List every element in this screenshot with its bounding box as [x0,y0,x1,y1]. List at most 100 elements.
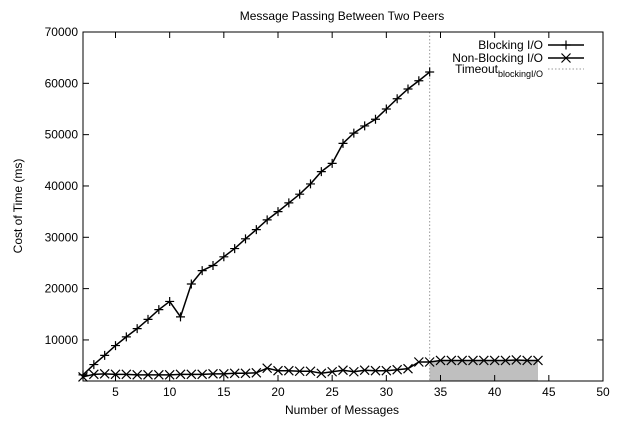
data-point-blocking-i-o [414,76,424,86]
legend-label-non-blocking-i-o: Non-Blocking I/O [452,51,543,65]
data-point-blocking-i-o [89,360,99,370]
legend-marker-blocking-i-o [561,40,571,50]
x-tick-label: 10 [163,385,177,399]
data-point-non-blocking-i-o [283,365,294,376]
data-point-blocking-i-o [176,312,185,322]
data-point-non-blocking-i-o [489,355,500,366]
data-point-non-blocking-i-o [78,371,88,382]
data-point-blocking-i-o [154,305,164,315]
data-point-blocking-i-o [251,225,261,235]
plot-area: 5 10 15 20 25 30 35 40 45 50 10000 20000 30000 40000 5… [45,25,610,399]
data-point-blocking-i-o [241,234,250,244]
data-point-non-blocking-i-o [208,368,218,379]
data-point-blocking-i-o [262,215,272,225]
data-point-non-blocking-i-o [175,369,186,380]
data-point-blocking-i-o [327,158,337,168]
data-point-non-blocking-i-o [348,366,359,377]
legend-label-timeout-sub: blockingI/O [498,69,543,79]
data-point-blocking-i-o [306,179,315,189]
legend-label-timeout-main: Timeout [455,62,499,76]
y-axis-title: Cost of Time (ms) [11,159,25,254]
data-point-non-blocking-i-o [533,355,543,366]
data-point-non-blocking-i-o [316,368,327,379]
y-tick-label: 70000 [45,25,79,39]
data-point-non-blocking-i-o [229,368,240,379]
x-tick-label: 45 [542,385,556,399]
data-point-blocking-i-o [208,261,218,271]
data-point-non-blocking-i-o [338,365,348,376]
legend-label-timeout: TimeoutblockingI/O [455,62,543,79]
y-tick-label: 40000 [45,179,79,193]
data-point-blocking-i-o [316,167,326,177]
data-point-non-blocking-i-o [413,357,424,367]
timeout-shaded-region [429,359,538,381]
data-point-blocking-i-o [349,128,359,138]
data-point-blocking-i-o [381,104,391,114]
data-point-blocking-i-o [78,370,88,380]
y-tick-label: 10000 [45,333,79,347]
x-axis-title: Number of Messages [285,403,399,417]
data-point-blocking-i-o [111,341,120,351]
data-point-non-blocking-i-o [262,363,273,374]
data-point-blocking-i-o [197,266,207,276]
data-point-blocking-i-o [284,198,294,208]
data-point-non-blocking-i-o [392,364,403,375]
series-blocking-i-o [78,67,435,380]
x-tick-label: 50 [596,385,610,399]
y-tick-label: 30000 [45,230,79,244]
data-point-non-blocking-i-o [403,363,413,374]
x-tick-label: 20 [271,385,285,399]
data-point-blocking-i-o [230,244,240,254]
x-tick-label: 15 [217,385,231,399]
data-point-non-blocking-i-o [110,369,121,380]
x-tick-label: 5 [112,385,119,399]
data-point-non-blocking-i-o [327,366,338,377]
plot-frame [82,31,604,382]
data-point-blocking-i-o [100,350,110,360]
legend-marker-non-blocking-i-o [561,53,571,63]
data-point-blocking-i-o [143,314,153,324]
data-point-non-blocking-i-o [251,367,262,378]
data-point-non-blocking-i-o [468,355,478,366]
data-point-non-blocking-i-o [500,355,511,366]
data-point-non-blocking-i-o [218,368,229,379]
data-point-non-blocking-i-o [511,355,522,365]
data-point-blocking-i-o [338,138,348,148]
chart-title: Message Passing Between Two Peers [240,9,445,23]
series-line-blocking-i-o [82,71,431,376]
data-point-blocking-i-o [360,121,370,131]
data-point-non-blocking-i-o [381,365,392,376]
x-tick-label: 35 [434,385,448,399]
data-point-non-blocking-i-o [478,355,489,366]
data-point-non-blocking-i-o [132,369,143,380]
data-point-non-blocking-i-o [457,355,468,366]
series-non-blocking-i-o [78,355,543,382]
data-point-blocking-i-o [403,84,413,94]
data-point-blocking-i-o [186,279,196,289]
data-point-blocking-i-o [392,94,402,104]
data-point-non-blocking-i-o [99,368,110,379]
data-point-non-blocking-i-o [240,368,251,379]
legend-label-blocking-i-o: Blocking I/O [478,38,543,52]
data-point-non-blocking-i-o [197,369,208,380]
data-point-non-blocking-i-o [305,366,316,377]
data-point-non-blocking-i-o [294,366,305,377]
y-tick-label: 20000 [45,282,79,296]
data-point-non-blocking-i-o [153,369,164,380]
data-point-non-blocking-i-o [143,369,153,380]
data-point-non-blocking-i-o [273,365,283,376]
data-point-blocking-i-o [121,332,131,342]
x-tick-label: 25 [325,385,339,399]
data-point-non-blocking-i-o [359,365,370,376]
data-point-non-blocking-i-o [121,369,132,380]
y-tick-label: 60000 [45,76,79,90]
x-tick-label: 30 [380,385,394,399]
data-point-blocking-i-o [132,324,142,334]
data-point-blocking-i-o [371,114,380,124]
data-point-non-blocking-i-o [164,369,175,380]
x-tick-label: 40 [488,385,502,399]
data-point-non-blocking-i-o [88,369,99,380]
data-point-blocking-i-o [295,189,305,199]
